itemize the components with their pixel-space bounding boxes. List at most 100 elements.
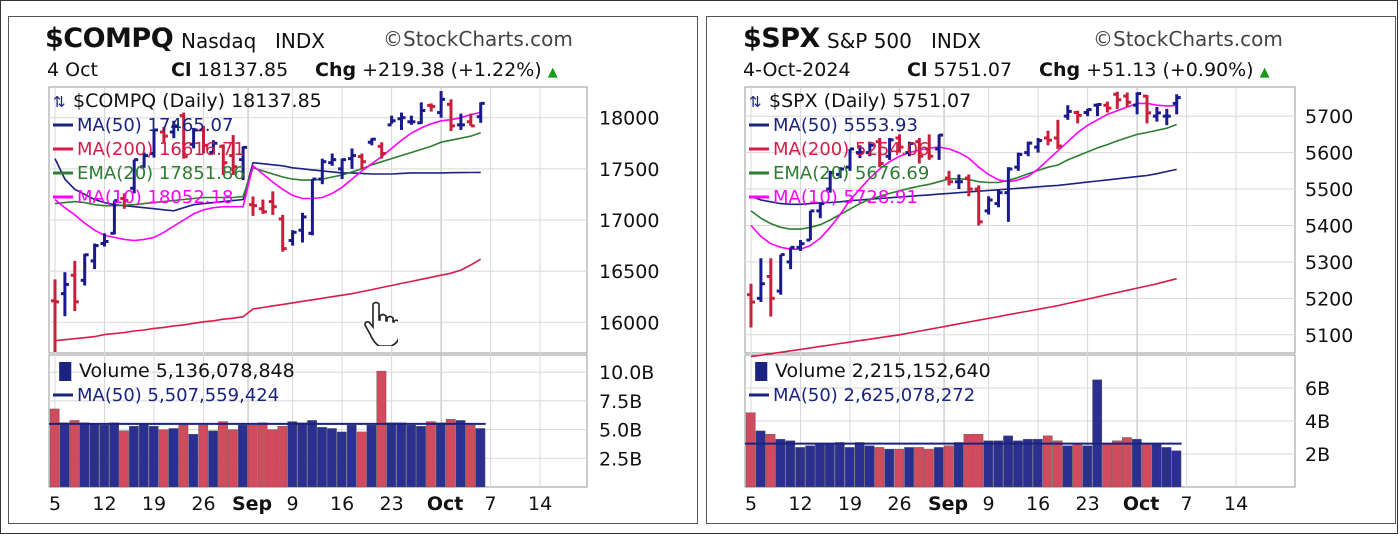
volume-bars-icon: ▐▌ <box>749 361 774 381</box>
vol-tick-label: 4B <box>1305 411 1330 433</box>
volume-bar <box>1141 443 1152 488</box>
quote-date: 4-Oct-2024 <box>743 59 851 81</box>
source-credit: ©StockCharts.com <box>1093 27 1283 51</box>
index-name: Nasdaq <box>181 29 257 53</box>
symbol: $COMPQ <box>45 23 174 54</box>
ohlc-bar <box>1113 91 1122 109</box>
volume-bar <box>218 421 228 488</box>
vol-tick-label: 6B <box>1305 378 1330 400</box>
ohlc-bar <box>1073 110 1082 124</box>
ohlc-bar <box>1093 102 1102 117</box>
volume-bar <box>336 431 347 488</box>
ohlc-bar <box>288 230 297 246</box>
ohlc-bar <box>348 148 356 169</box>
ohlc-bar <box>90 243 99 270</box>
x-tick-label: 12 <box>788 493 812 515</box>
up-arrow-icon: ▲ <box>1259 65 1270 80</box>
x-tick-label: 23 <box>380 493 404 515</box>
volume-bars-icon: ▐▌ <box>53 361 78 381</box>
volume-bar <box>297 422 308 488</box>
vol-tick-label: 5.0B <box>599 420 642 442</box>
hand-cursor-icon <box>364 301 398 346</box>
change-label: Chg <box>1039 59 1081 81</box>
ma10-line <box>54 111 481 242</box>
volume-label: Volume 2,215,152,640 <box>775 360 991 382</box>
volume-bar <box>755 430 766 488</box>
change-label: Chg <box>315 59 357 81</box>
quote-date: 4 Oct <box>47 59 98 81</box>
y-tick-label: 5500 <box>1305 179 1353 201</box>
legend-label: MA(10) 18052.18 <box>77 187 233 208</box>
ohlc-bar <box>258 199 267 214</box>
volume-bar <box>775 438 786 488</box>
ohlc-bar <box>80 253 89 286</box>
ohlc-bar <box>836 167 845 179</box>
ohlc-bar <box>1143 94 1151 124</box>
volume-bar <box>208 430 218 488</box>
ohlc-bar <box>447 99 455 131</box>
volume-bar <box>815 443 825 488</box>
ohlc-bar <box>318 158 327 185</box>
ohlc-bar <box>885 138 894 160</box>
ohlc-bar <box>796 240 805 251</box>
ohlc-bar <box>367 137 376 146</box>
ohlc-bar <box>140 152 149 169</box>
volume-bar <box>924 448 934 488</box>
volume-bar <box>904 447 914 488</box>
volume-bar <box>426 421 436 488</box>
x-tick-label: Oct <box>1123 493 1160 515</box>
ohlc-bar <box>855 145 864 159</box>
ohlc-bar <box>1053 119 1062 149</box>
volume-bar <box>1072 443 1083 488</box>
change-value: +219.38 (+1.22%) <box>362 59 542 81</box>
volume-bar <box>69 420 80 488</box>
legend-label: MA(50) 5553.93 <box>773 115 918 136</box>
volume-label: Volume 5,136,078,848 <box>79 360 295 382</box>
volume-bar <box>168 428 179 488</box>
ohlc-bar <box>407 115 416 125</box>
x-tick-label: 26 <box>887 493 911 515</box>
legend-label: MA(10) 5728.91 <box>773 187 918 208</box>
close-label: Cl <box>171 59 192 81</box>
ohlc-bar <box>984 196 993 215</box>
x-tick-label: 19 <box>838 493 862 515</box>
chart-title: $SPX (Daily) 5751.07 <box>769 90 971 112</box>
vol-tick-label: 7.5B <box>599 391 642 413</box>
volume-bar <box>1122 437 1132 488</box>
ohlc-bar <box>456 113 465 130</box>
updown-arrows-icon: ⇅ <box>53 93 66 111</box>
ohlc-bar <box>1172 94 1181 115</box>
y-tick-label: 17000 <box>599 210 659 232</box>
volume-bar <box>1161 447 1172 488</box>
ohlc-bar <box>1024 141 1033 157</box>
volume-bar <box>247 424 258 488</box>
exchange: INDX <box>275 29 325 53</box>
y-tick-label: 5100 <box>1305 325 1353 347</box>
y-tick-label: 5300 <box>1305 252 1353 274</box>
volume-bar <box>993 440 1004 488</box>
volume-bar <box>874 447 885 488</box>
ohlc-bar <box>935 133 944 160</box>
ohlc-bar <box>179 112 188 159</box>
volume-bar <box>795 447 806 488</box>
x-tick-label: 26 <box>191 493 215 515</box>
volume-ma-label: MA(50) 5,507,559,424 <box>77 385 279 406</box>
y-tick-label: 5600 <box>1305 143 1353 165</box>
ohlc-bar <box>268 191 277 215</box>
ohlc-bar <box>905 141 914 157</box>
volume-bar <box>1151 443 1162 488</box>
volume-bar <box>1032 438 1043 488</box>
ohlc-bar <box>846 147 854 171</box>
volume-bar <box>386 422 397 488</box>
volume-bar <box>1112 440 1122 488</box>
volume-bar <box>89 423 100 488</box>
volume-bar <box>257 422 268 488</box>
ohlc-bar <box>1103 101 1112 113</box>
symbol: $SPX <box>743 23 820 54</box>
vol-tick-label: 2.5B <box>599 448 642 470</box>
change-value: +51.13 (+0.90%) <box>1086 59 1254 81</box>
volume-bar <box>99 424 110 488</box>
volume-bar <box>455 420 466 488</box>
ma200-line <box>750 277 1177 358</box>
volume-bar <box>138 423 149 488</box>
